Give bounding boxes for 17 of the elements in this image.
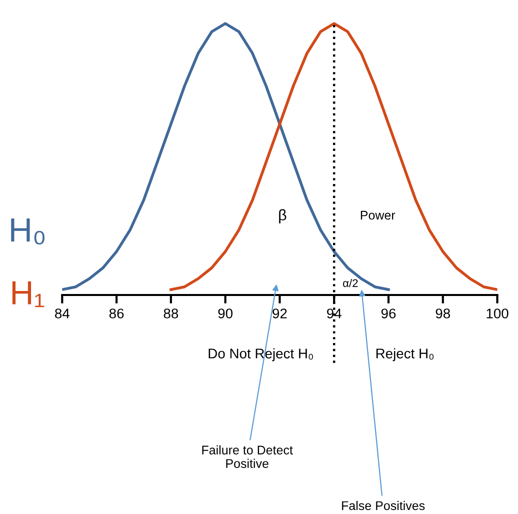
x-tick-label: 100 [486, 308, 508, 318]
x-tick-label: 86 [109, 308, 124, 318]
x-tick-label: 90 [218, 308, 233, 318]
x-tick-label: 94 [327, 308, 342, 318]
text: Failure to Detect Positive [202, 445, 293, 468]
annotation: β [279, 209, 286, 224]
text: Reject H₀ [376, 348, 434, 362]
text: H₁ [12, 281, 44, 308]
series-label: H₀ [11, 218, 44, 244]
x-tick-label: 92 [272, 308, 287, 318]
x-tick-label: 88 [164, 308, 178, 318]
annotation: Power [360, 210, 396, 220]
text: False Positives [342, 500, 425, 510]
x-tick-label: 96 [381, 308, 396, 318]
x-tick-label: 84 [55, 308, 70, 318]
annotation: α/2 [343, 278, 358, 288]
x-tick-label: 98 [436, 308, 450, 318]
